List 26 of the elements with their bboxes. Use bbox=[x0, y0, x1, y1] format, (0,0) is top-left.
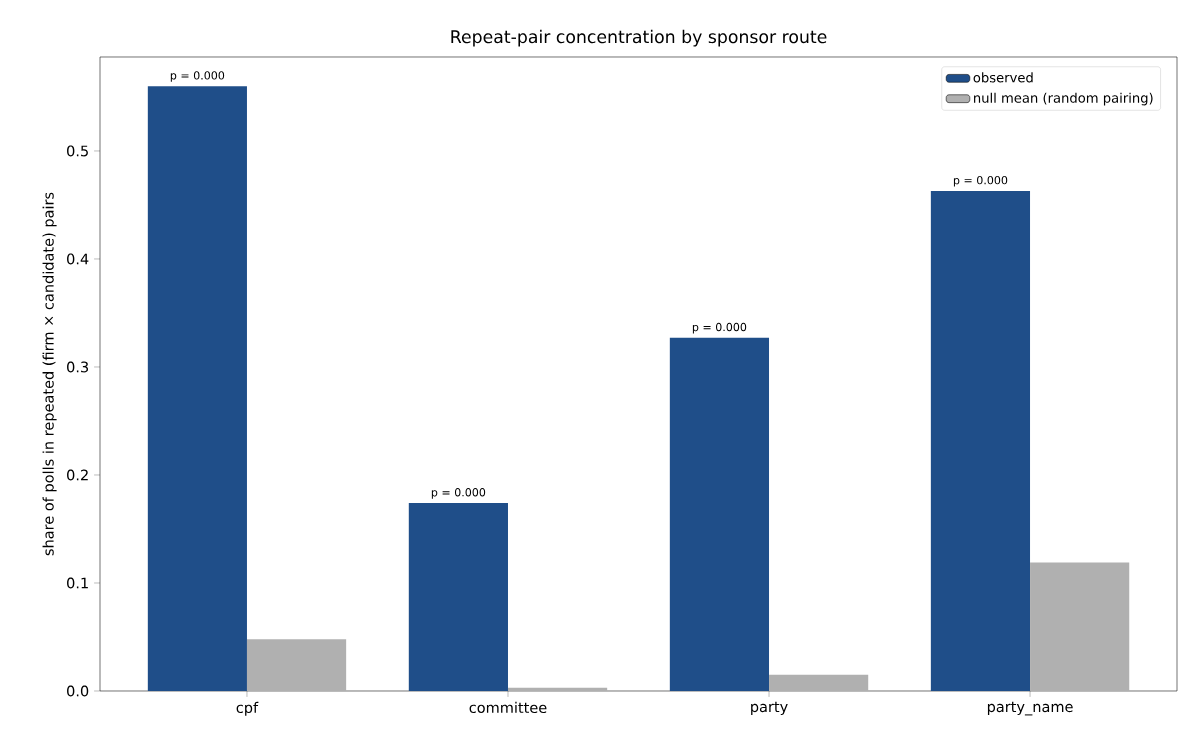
y-axis-title: share of polls in repeated (firm × candidate) pairs bbox=[42, 192, 57, 556]
y-tick-label: 0.4 bbox=[67, 253, 89, 265]
bar bbox=[930, 190, 1031, 691]
x-tick-label: committee bbox=[469, 701, 547, 714]
y-tick-label: 0.2 bbox=[67, 469, 88, 481]
legend-label: null mean (random pairing) bbox=[974, 92, 1153, 106]
bar bbox=[669, 337, 770, 691]
legend-label: observed bbox=[973, 72, 1033, 83]
y-tick-label: 0.0 bbox=[67, 685, 89, 697]
x-tick-label: party bbox=[751, 701, 788, 716]
x-tick-label: cpf bbox=[236, 701, 259, 716]
y-tick-label: 0.5 bbox=[67, 145, 88, 157]
annotation: p = 0.000 bbox=[692, 322, 747, 334]
annotation: p = 0.000 bbox=[431, 488, 486, 499]
annotation: p = 0.000 bbox=[170, 71, 225, 82]
annotation: p = 0.000 bbox=[953, 175, 1008, 187]
chart-title: Repeat-pair concentration by sponsor route bbox=[451, 29, 827, 47]
bar bbox=[147, 86, 247, 691]
bar bbox=[1030, 562, 1130, 691]
bar bbox=[246, 639, 347, 691]
bar bbox=[408, 503, 508, 691]
x-tick-label: party_name bbox=[987, 701, 1073, 716]
y-tick-label: 0.3 bbox=[67, 361, 89, 373]
bar bbox=[769, 674, 869, 691]
bar bbox=[507, 687, 608, 691]
y-tick-label: 0.1 bbox=[67, 577, 88, 589]
